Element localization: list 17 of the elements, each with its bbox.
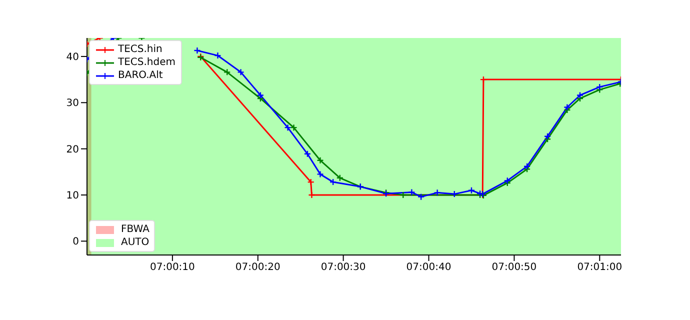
- y-tick-label: 0: [72, 236, 79, 248]
- legend-label: TECS.hin: [118, 43, 162, 56]
- x-tick-label: 07:00:40: [406, 262, 452, 274]
- x-tick-label: 07:00:30: [320, 262, 366, 274]
- band-label: FBWA: [121, 223, 150, 236]
- x-tick-label: 07:01:00: [577, 262, 622, 274]
- mode-legend: FBWA AUTO: [89, 220, 156, 252]
- legend-label: BARO.Alt: [118, 69, 163, 82]
- y-tick-label: 10: [66, 190, 79, 202]
- x-tick-label: 07:00:10: [150, 262, 195, 274]
- x-tick-label: 07:00:50: [492, 262, 537, 274]
- x-tick-label: 07:00:20: [235, 262, 280, 274]
- y-tick-label: 30: [66, 98, 79, 110]
- y-tick-label: 40: [66, 52, 79, 64]
- legend-label: TECS.hdem: [118, 56, 176, 69]
- y-tick-label: 20: [66, 144, 79, 156]
- band-label: AUTO: [121, 236, 150, 249]
